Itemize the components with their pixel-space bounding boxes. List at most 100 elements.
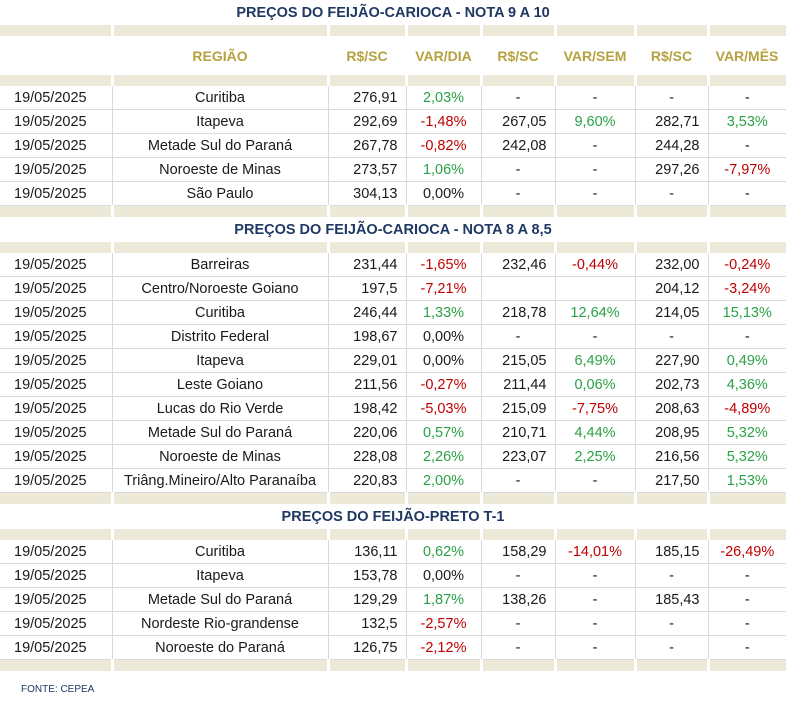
- date-cell: 19/05/2025: [0, 109, 113, 134]
- region-cell: Metade Sul do Paraná: [112, 420, 329, 445]
- price-month-cell: 297,26: [635, 157, 709, 182]
- column-header-row: REGIÃO R$/SC VAR/DIA R$/SC VAR/SEM R$/SC VAR/M…: [0, 36, 786, 75]
- var-day-cell: 2,26%: [406, 444, 482, 469]
- date-cell: 19/05/2025: [0, 540, 113, 564]
- table-row: 19/05/2025 Noroeste do Paraná 126,75 -2,12%…: [0, 635, 786, 660]
- date-cell: 19/05/2025: [0, 276, 113, 301]
- var-month-cell: -4,89%: [708, 396, 786, 421]
- var-week-cell: 12,64%: [555, 300, 636, 325]
- var-week-cell: -: [555, 181, 636, 206]
- table-row: 19/05/2025 Distrito Federal 198,67 0,00% - - -…: [0, 324, 786, 349]
- var-month-cell: 1,53%: [708, 468, 786, 493]
- table-body: PREÇOS DO FEIJÃO-CARIOCA - NOTA 9 A 10 RE…: [0, 0, 786, 671]
- var-month-cell: -: [708, 587, 786, 612]
- var-month-cell: -3,24%: [708, 276, 786, 301]
- date-cell: 19/05/2025: [0, 563, 113, 588]
- region-cell: Curitiba: [112, 300, 329, 325]
- var-month-cell: -7,97%: [708, 157, 786, 182]
- table-row: 19/05/2025 Metade Sul do Paraná 267,78 -0,8…: [0, 133, 786, 158]
- var-week-cell: 0,06%: [555, 372, 636, 397]
- header-var-day: VAR/DIA: [415, 47, 472, 64]
- price-week-cell: -: [481, 563, 556, 588]
- date-cell: 19/05/2025: [0, 133, 113, 158]
- var-day-cell: 2,00%: [406, 468, 482, 493]
- table-row: 19/05/2025 Metade Sul do Paraná 129,29 1,87…: [0, 587, 786, 612]
- price-week-cell: 215,09: [481, 396, 556, 421]
- var-month-cell: 0,49%: [708, 348, 786, 373]
- price-cell: 153,78: [328, 563, 407, 588]
- var-day-cell: -2,57%: [406, 611, 482, 636]
- region-cell: Noroeste de Minas: [112, 444, 329, 469]
- var-week-cell: -: [555, 611, 636, 636]
- table-row: 19/05/2025 Metade Sul do Paraná 220,06 0,57…: [0, 420, 786, 445]
- price-month-cell: -: [635, 563, 709, 588]
- date-cell: 19/05/2025: [0, 468, 113, 493]
- price-month-cell: 185,43: [635, 587, 709, 612]
- date-cell: 19/05/2025: [0, 86, 113, 110]
- price-week-cell: 242,08: [481, 133, 556, 158]
- section-divider: [0, 25, 786, 36]
- var-week-cell: -: [555, 563, 636, 588]
- price-month-cell: 185,15: [635, 540, 709, 564]
- region-cell: Triâng.Mineiro/Alto Paranaíba: [112, 468, 329, 493]
- var-month-cell: 3,53%: [708, 109, 786, 134]
- var-month-cell: 5,32%: [708, 420, 786, 445]
- table-row: 19/05/2025 Curitiba 276,91 2,03% - - - -: [0, 86, 786, 110]
- region-cell: Metade Sul do Paraná: [112, 133, 329, 158]
- price-week-cell: 211,44: [481, 372, 556, 397]
- region-cell: Centro/Noroeste Goiano: [112, 276, 329, 301]
- date-cell: 19/05/2025: [0, 157, 113, 182]
- price-month-cell: 282,71: [635, 109, 709, 134]
- region-cell: Noroeste do Paraná: [112, 635, 329, 660]
- price-month-cell: 244,28: [635, 133, 709, 158]
- price-cell: 211,56: [328, 372, 407, 397]
- price-month-cell: -: [635, 324, 709, 349]
- header-regiao: REGIÃO: [192, 47, 248, 64]
- price-cell: 136,11: [328, 540, 407, 564]
- price-week-cell: 223,07: [481, 444, 556, 469]
- section-title: PREÇOS DO FEIJÃO-PRETO T-1: [281, 508, 505, 525]
- var-day-cell: -5,03%: [406, 396, 482, 421]
- price-week-cell: -: [481, 181, 556, 206]
- price-week-cell: [481, 276, 556, 301]
- table-row: 19/05/2025 Curitiba 136,11 0,62% 158,29 -14,0…: [0, 540, 786, 564]
- section-title-row: PREÇOS DO FEIJÃO-CARIOCA - NOTA 8 A 8,5: [0, 217, 786, 242]
- table-row: 19/05/2025 Lucas do Rio Verde 198,42 -5,03%…: [0, 396, 786, 421]
- price-cell: 267,78: [328, 133, 407, 158]
- region-cell: São Paulo: [112, 181, 329, 206]
- section-divider: [0, 242, 786, 253]
- price-cell: 220,83: [328, 468, 407, 493]
- section-divider: [0, 75, 786, 86]
- price-cell: 276,91: [328, 86, 407, 110]
- var-week-cell: -: [555, 133, 636, 158]
- region-cell: Leste Goiano: [112, 372, 329, 397]
- region-cell: Distrito Federal: [112, 324, 329, 349]
- header-var-week: VAR/SEM: [563, 47, 627, 64]
- var-week-cell: -7,75%: [555, 396, 636, 421]
- var-month-cell: -: [708, 635, 786, 660]
- table-row: 19/05/2025 Itapeva 153,78 0,00% - - - -: [0, 563, 786, 588]
- region-cell: Curitiba: [112, 86, 329, 110]
- var-week-cell: [555, 276, 636, 301]
- region-cell: Metade Sul do Paraná: [112, 587, 329, 612]
- price-cell: 220,06: [328, 420, 407, 445]
- var-week-cell: -: [555, 635, 636, 660]
- price-week-cell: 267,05: [481, 109, 556, 134]
- var-week-cell: -: [555, 157, 636, 182]
- price-week-cell: -: [481, 324, 556, 349]
- price-cell: 197,5: [328, 276, 407, 301]
- price-cell: 292,69: [328, 109, 407, 134]
- section-title-row: PREÇOS DO FEIJÃO-CARIOCA - NOTA 9 A 10: [0, 0, 786, 25]
- var-day-cell: 2,03%: [406, 86, 482, 110]
- var-month-cell: -: [708, 563, 786, 588]
- table-row: 19/05/2025 Curitiba 246,44 1,33% 218,78 12,64…: [0, 300, 786, 325]
- price-week-cell: 215,05: [481, 348, 556, 373]
- price-month-cell: 216,56: [635, 444, 709, 469]
- price-month-cell: 208,95: [635, 420, 709, 445]
- price-cell: 198,42: [328, 396, 407, 421]
- table-row: 19/05/2025 Noroeste de Minas 273,57 1,06% - -…: [0, 157, 786, 182]
- var-week-cell: -: [555, 86, 636, 110]
- var-day-cell: 1,87%: [406, 587, 482, 612]
- date-cell: 19/05/2025: [0, 253, 113, 277]
- var-month-cell: -26,49%: [708, 540, 786, 564]
